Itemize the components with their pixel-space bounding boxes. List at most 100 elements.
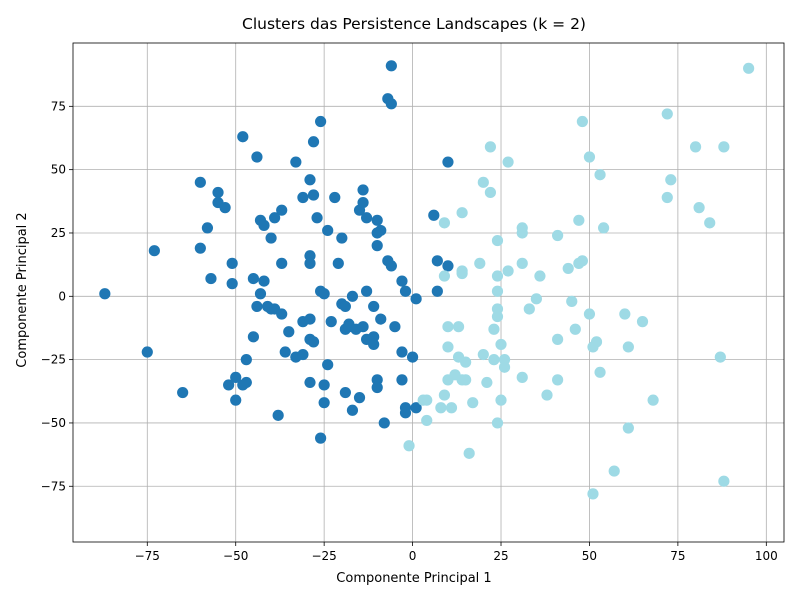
data-point-cluster-0 (336, 232, 348, 244)
data-point-cluster-0 (237, 379, 249, 391)
data-point-cluster-0 (194, 176, 206, 188)
data-point-cluster-0 (201, 222, 214, 234)
data-point-cluster-0 (329, 191, 341, 204)
data-point-cluster-0 (315, 115, 327, 128)
data-point-cluster-1 (597, 222, 610, 234)
x-tick-label: 75 (670, 549, 685, 563)
chart-title: Clusters das Persistence Landscapes (k =… (242, 15, 586, 33)
data-point-cluster-0 (318, 379, 330, 391)
data-point-cluster-1 (576, 115, 588, 128)
y-tick-label: −25 (41, 353, 66, 367)
data-point-cluster-0 (99, 288, 111, 300)
data-point-cluster-1 (718, 141, 730, 153)
data-point-cluster-1 (516, 257, 528, 269)
data-point-cluster-1 (608, 465, 620, 477)
grid-lines (73, 43, 784, 542)
data-point-cluster-0 (258, 275, 270, 287)
data-point-cluster-1 (573, 214, 585, 226)
data-point-cluster-1 (689, 141, 702, 153)
data-point-cluster-0 (272, 409, 284, 421)
data-point-cluster-0 (410, 293, 422, 305)
data-point-cluster-1 (484, 186, 497, 199)
y-axis-label: Componente Principal 2 (15, 212, 30, 367)
data-point-cluster-1 (491, 270, 504, 282)
data-point-cluster-0 (307, 136, 320, 148)
data-point-cluster-1 (421, 394, 433, 406)
data-point-cluster-1 (562, 262, 574, 275)
data-point-cluster-0 (247, 331, 260, 343)
data-point-cluster-1 (622, 341, 634, 353)
data-point-cluster-0 (315, 432, 327, 444)
data-point-cluster-0 (276, 204, 288, 216)
data-point-cluster-1 (647, 394, 659, 406)
data-point-cluster-0 (322, 359, 334, 371)
y-tick-label: 50 (51, 163, 66, 177)
data-point-cluster-0 (276, 257, 288, 269)
data-point-cluster-1 (488, 354, 500, 366)
data-point-cluster-0 (194, 242, 206, 254)
data-point-cluster-0 (177, 386, 189, 399)
data-point-cluster-0 (304, 376, 316, 389)
data-point-cluster-1 (583, 308, 596, 320)
data-point-cluster-1 (460, 374, 472, 386)
data-point-cluster-0 (223, 379, 235, 391)
data-point-cluster-1 (421, 414, 433, 427)
data-point-cluster-1 (583, 151, 596, 163)
data-point-cluster-0 (346, 404, 359, 416)
data-point-cluster-0 (219, 202, 231, 214)
data-point-cluster-0 (431, 285, 443, 297)
data-points (99, 60, 755, 500)
data-point-cluster-0 (378, 417, 390, 429)
data-point-cluster-1 (619, 308, 631, 320)
x-tick-label: 50 (582, 549, 597, 563)
data-point-cluster-0 (254, 288, 267, 300)
x-tick-label: −75 (135, 549, 160, 563)
data-point-cluster-1 (704, 217, 716, 229)
data-point-cluster-1 (452, 321, 465, 333)
data-point-cluster-1 (467, 397, 479, 409)
data-point-cluster-0 (357, 196, 369, 209)
data-point-cluster-1 (594, 169, 606, 181)
data-point-cluster-1 (552, 229, 564, 242)
x-tick-label: 25 (493, 549, 508, 563)
data-point-cluster-1 (516, 227, 528, 239)
data-point-cluster-0 (399, 407, 412, 419)
data-point-cluster-0 (346, 290, 359, 302)
data-point-cluster-1 (495, 338, 507, 351)
data-point-cluster-1 (576, 255, 588, 267)
data-point-cluster-0 (297, 191, 309, 204)
data-point-cluster-1 (636, 316, 649, 328)
data-point-cluster-0 (428, 209, 440, 221)
data-point-cluster-1 (474, 257, 486, 269)
data-point-cluster-0 (318, 288, 330, 300)
data-point-cluster-1 (484, 141, 497, 153)
data-point-cluster-0 (325, 316, 337, 328)
data-point-cluster-0 (304, 174, 316, 186)
data-point-cluster-0 (226, 257, 238, 269)
data-point-cluster-0 (396, 275, 408, 287)
data-point-cluster-1 (460, 356, 472, 368)
data-point-cluster-0 (371, 240, 383, 252)
data-point-cluster-0 (431, 255, 443, 267)
data-point-cluster-0 (406, 351, 419, 363)
data-point-cluster-1 (445, 402, 458, 414)
x-tick-label: −25 (311, 549, 336, 563)
data-point-cluster-1 (665, 174, 677, 186)
data-point-cluster-1 (456, 267, 468, 280)
data-point-cluster-1 (491, 285, 504, 297)
data-point-cluster-0 (258, 219, 270, 231)
data-point-cluster-0 (283, 326, 295, 338)
data-point-cluster-0 (279, 346, 291, 358)
data-point-cluster-0 (212, 186, 224, 199)
data-point-cluster-0 (357, 184, 369, 196)
data-point-cluster-1 (477, 348, 489, 361)
data-point-cluster-1 (714, 351, 726, 363)
data-point-cluster-0 (297, 348, 309, 361)
y-tick-label: 0 (58, 289, 66, 303)
data-point-cluster-0 (322, 224, 334, 237)
plot-frame (72, 42, 785, 543)
data-point-cluster-1 (463, 447, 475, 459)
data-point-cluster-1 (718, 475, 730, 487)
